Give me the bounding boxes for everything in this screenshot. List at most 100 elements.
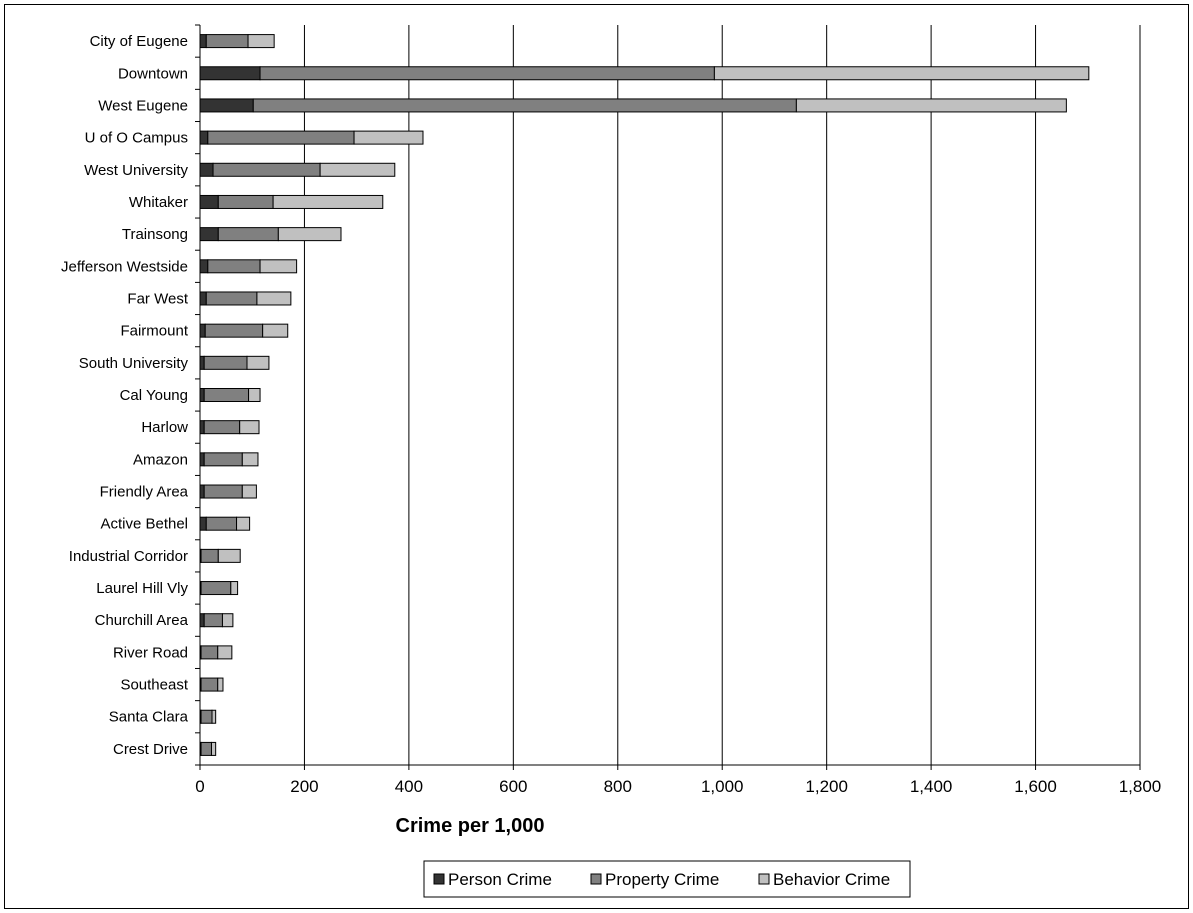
bar-behavior-crime (217, 548, 241, 563)
bar-behavior-crime (239, 420, 260, 435)
bar-property-crime (200, 645, 219, 660)
bar-property-crime (200, 581, 232, 596)
category-label: Crest Drive (113, 741, 188, 758)
bar-behavior-crime (211, 709, 217, 724)
category-label: South University (79, 355, 189, 372)
bar-behavior-crime (713, 66, 1090, 81)
bar-person-crime (199, 227, 219, 242)
x-tick-label: 1,000 (701, 777, 744, 796)
bar-property-crime (200, 709, 213, 724)
legend-swatch (590, 873, 602, 885)
category-label: Southeast (120, 677, 188, 694)
bar-property-crime (259, 66, 715, 81)
category-label: U of O Campus (85, 130, 188, 147)
bar-property-crime (205, 516, 238, 531)
bar-property-crime (205, 34, 249, 49)
bar-behavior-crime (230, 581, 239, 596)
x-tick-label: 200 (290, 777, 318, 796)
bar-behavior-crime (259, 259, 298, 274)
bar-behavior-crime (319, 162, 396, 177)
bar-property-crime (203, 613, 223, 628)
bar-behavior-crime (236, 516, 251, 531)
stacked-bar-chart: City of Eugene Downtown West Eugene U of O … (61, 24, 1161, 898)
bar-behavior-crime (262, 323, 289, 338)
bar-property-crime (207, 130, 355, 145)
bar-person-crime (199, 355, 205, 370)
bar-property-crime (200, 548, 219, 563)
bar-property-crime (205, 291, 258, 306)
bar-person-crime (199, 484, 205, 499)
bar-property-crime (212, 162, 321, 177)
category-label: City of Eugene (90, 33, 188, 50)
bar-property-crime (200, 741, 212, 756)
bar-behavior-crime (272, 194, 384, 209)
legend-swatch (758, 873, 770, 885)
bar-property-crime (203, 355, 248, 370)
bar-property-crime (217, 194, 274, 209)
bar-property-crime (203, 484, 243, 499)
category-label: Industrial Corridor (69, 548, 188, 565)
category-label: Harlow (141, 419, 188, 436)
legend: Person Crime Property Crime Behavior Crime (423, 860, 911, 898)
bar-person-crime (199, 452, 205, 467)
bar-behavior-crime (795, 98, 1067, 113)
axes (195, 24, 1141, 770)
bar-person-crime (199, 34, 207, 49)
x-tick-label: 0 (195, 777, 204, 796)
x-tick-labels: 0 200 400 600 800 1,000 1,200 1,400 1,600 1,800 (195, 777, 1161, 796)
x-tick-label: 1,600 (1014, 777, 1057, 796)
bar-person-crime (199, 194, 219, 209)
chart-frame: City of Eugene Downtown West Eugene U of O … (4, 4, 1189, 909)
bar-behavior-crime (217, 645, 233, 660)
bar-property-crime (200, 677, 219, 692)
bar-person-crime (199, 420, 205, 435)
x-tick-label: 1,200 (805, 777, 848, 796)
bar-person-crime (199, 66, 261, 81)
x-tick-label: 400 (395, 777, 423, 796)
legend-label: Person Crime (448, 870, 552, 889)
category-label: River Road (113, 644, 188, 661)
bar-property-crime (252, 98, 797, 113)
bar-behavior-crime (246, 355, 270, 370)
bar-property-crime (207, 259, 261, 274)
category-label: Far West (127, 290, 188, 307)
category-label: Whitaker (129, 194, 188, 211)
category-label: Amazon (133, 451, 188, 468)
category-label: Downtown (118, 65, 188, 82)
bar-person-crime (199, 259, 209, 274)
bar-person-crime (199, 162, 214, 177)
bar-property-crime (204, 323, 264, 338)
legend-box (423, 860, 911, 898)
bar-behavior-crime (241, 484, 257, 499)
category-label: Fairmount (120, 323, 188, 340)
bar-behavior-crime (353, 130, 424, 145)
category-label: Trainsong (122, 226, 188, 243)
bar-person-crime (199, 388, 205, 402)
bar-person-crime (199, 323, 206, 338)
bar-behavior-crime (210, 741, 217, 756)
bar-behavior-crime (248, 388, 261, 402)
bar-property-crime (203, 452, 243, 467)
x-tick-label: 600 (499, 777, 527, 796)
category-label: Friendly Area (100, 484, 189, 501)
category-label: West University (84, 162, 188, 179)
bar-property-crime (217, 227, 279, 242)
category-label: Jefferson Westside (61, 258, 188, 275)
bar-behavior-crime (256, 291, 292, 306)
bar-person-crime (199, 291, 207, 306)
category-label: Churchill Area (95, 612, 189, 629)
x-axis-title: Crime per 1,000 (396, 815, 545, 837)
bar-behavior-crime (221, 613, 234, 628)
category-label: Laurel Hill Vly (96, 580, 188, 597)
bar-person-crime (199, 98, 254, 113)
x-tick-label: 800 (604, 777, 632, 796)
bar-person-crime (199, 613, 205, 628)
bar-person-crime (199, 516, 207, 531)
legend-label: Property Crime (605, 870, 719, 889)
bar-property-crime (203, 388, 250, 402)
bar-person-crime (199, 130, 209, 145)
category-label: Cal Young (120, 387, 188, 404)
category-labels: City of Eugene Downtown West Eugene U of O … (61, 33, 189, 758)
category-label: West Eugene (98, 97, 188, 114)
x-tick-label: 1,800 (1119, 777, 1162, 796)
